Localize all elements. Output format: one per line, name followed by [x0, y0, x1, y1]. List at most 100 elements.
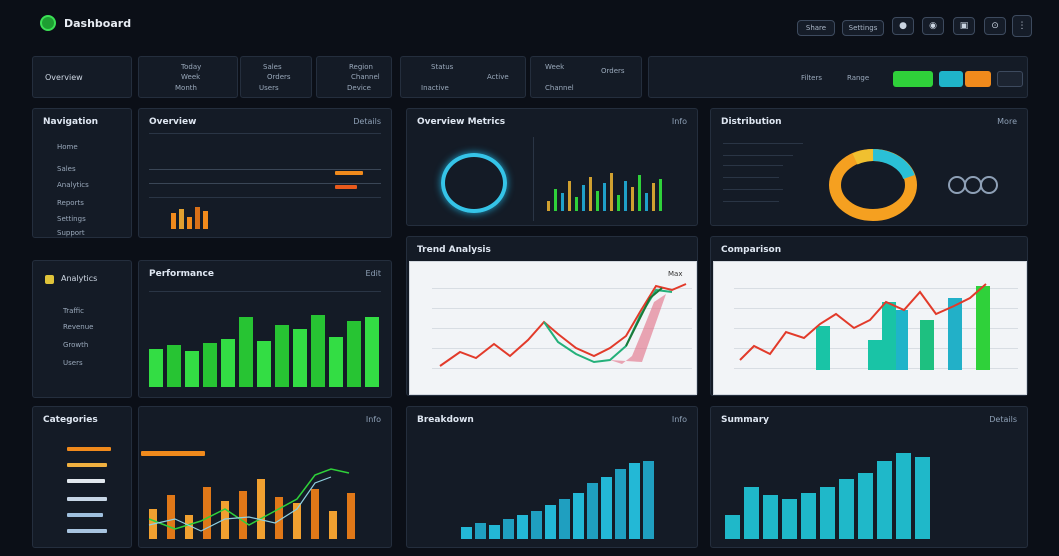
filters-label: Filters — [801, 74, 822, 82]
breakdown-header-bar — [141, 451, 205, 456]
metrics-bar — [589, 177, 592, 211]
summary-bar — [517, 515, 528, 539]
panel-meta[interactable]: More — [997, 117, 1017, 126]
summary-chart-a — [461, 461, 654, 539]
filter-row[interactable]: Active — [487, 73, 509, 81]
panel-meta[interactable]: Info — [671, 415, 687, 424]
gridline — [432, 328, 692, 329]
alerts-chip[interactable] — [965, 71, 991, 87]
summary-panel-b: Summary Details — [710, 406, 1028, 548]
filter-row[interactable]: Today — [181, 63, 202, 71]
comparison-bar — [868, 340, 882, 370]
summary-bar — [858, 473, 873, 539]
filter-group-5[interactable]: Week Orders Channel — [530, 56, 642, 98]
filter-group-2[interactable]: Sales Orders Users — [240, 56, 312, 98]
divider — [723, 165, 783, 166]
metrics-bar — [561, 193, 564, 211]
filter-row[interactable]: Status — [431, 63, 454, 71]
summary-bar — [503, 519, 514, 539]
summary-bar — [559, 499, 570, 539]
filter-row[interactable]: Region — [349, 63, 373, 71]
sidebar-item-users[interactable]: Users — [63, 359, 83, 367]
breakdown-bar — [275, 497, 283, 539]
filter-row[interactable]: Channel — [545, 84, 574, 92]
comparison-chart — [734, 283, 1018, 370]
panel-meta[interactable]: Details — [989, 415, 1017, 424]
sidebar-item-sales[interactable]: Sales — [57, 165, 76, 173]
filter-row[interactable]: Device — [347, 84, 371, 92]
breakdown-bar — [167, 495, 175, 539]
summary-bar — [489, 525, 500, 539]
panel-meta[interactable]: Details — [353, 117, 381, 126]
filter-group-4[interactable]: Status Active Inactive — [400, 56, 526, 98]
category-bar — [67, 463, 107, 467]
categories-panel: Categories — [32, 406, 132, 548]
comparison-bar — [948, 298, 962, 370]
settings-button[interactable]: Settings — [842, 20, 884, 36]
filter-row[interactable]: Month — [175, 84, 197, 92]
gridline — [734, 328, 1018, 329]
analytics-icon — [45, 275, 54, 284]
panel-title: Summary — [721, 415, 770, 425]
performance-bar — [257, 341, 271, 387]
sidebar-item-growth[interactable]: Growth — [63, 341, 89, 349]
divider — [149, 169, 381, 170]
summary-bar — [725, 515, 740, 539]
user-icon[interactable]: ◉ — [922, 17, 944, 35]
gridline — [432, 348, 692, 349]
summary-bar — [573, 493, 584, 539]
category-bar — [67, 513, 103, 517]
bell-icon[interactable]: ● — [892, 17, 914, 35]
filter-row[interactable]: Users — [259, 84, 279, 92]
filter-row[interactable]: Week — [545, 63, 565, 71]
metrics-bar — [610, 173, 613, 211]
filter-group-1[interactable]: Today Week Month — [138, 56, 238, 98]
filter-row[interactable]: Week — [181, 73, 201, 81]
metrics-bar — [638, 175, 641, 211]
divider — [533, 137, 534, 221]
filter-row[interactable]: Sales — [263, 63, 282, 71]
help-icon[interactable]: ⊙ — [984, 17, 1006, 35]
cyan-chip[interactable] — [939, 71, 963, 87]
app-logo — [40, 15, 56, 31]
grid-icon[interactable]: ▣ — [953, 17, 975, 35]
sidebar-item-settings[interactable]: Settings — [57, 215, 86, 223]
share-button[interactable]: Share — [797, 20, 835, 36]
panel-meta[interactable]: Edit — [365, 269, 382, 278]
summary-bar — [587, 483, 598, 539]
metrics-panel: Overview Metrics Info — [406, 108, 698, 226]
comparison-panel: Comparison — [710, 236, 1028, 396]
overview-bar — [335, 171, 363, 175]
sidebar-item-support[interactable]: Support — [57, 229, 85, 237]
breakdown-bar — [257, 479, 265, 539]
panel-meta[interactable]: Info — [671, 117, 687, 126]
metrics-bar — [645, 193, 648, 211]
panel-meta[interactable]: Info — [365, 415, 381, 424]
filter-row[interactable]: Inactive — [421, 84, 449, 92]
sidebar-item-traffic[interactable]: Traffic — [63, 307, 85, 315]
trend-chart-area: Max — [409, 261, 697, 395]
filter-row[interactable]: Orders — [267, 73, 291, 81]
sidebar-item-revenue[interactable]: Revenue — [63, 323, 94, 331]
filter-row[interactable]: Orders — [601, 67, 625, 75]
distribution-panel: Distribution More — [710, 108, 1028, 226]
sidebar-item-home[interactable]: Home — [57, 143, 78, 151]
metrics-bar — [547, 201, 550, 211]
breakdown-bar — [221, 501, 229, 539]
filter-group-3[interactable]: Region Channel Device — [316, 56, 392, 98]
more-chip[interactable] — [997, 71, 1023, 87]
sidebar-item-reports[interactable]: Reports — [57, 199, 84, 207]
live-toggle[interactable] — [893, 71, 933, 87]
summary-bar — [615, 469, 626, 539]
category-bar — [67, 479, 105, 483]
metrics-bar — [575, 197, 578, 211]
metrics-bar — [603, 183, 606, 211]
legend-rings — [948, 176, 998, 194]
metrics-bar — [568, 181, 571, 211]
divider — [723, 201, 779, 202]
filter-row[interactable]: Channel — [351, 73, 380, 81]
panel-title: Trend Analysis — [417, 245, 491, 255]
sidebar-item-analytics[interactable]: Analytics — [57, 181, 89, 189]
panel-title: Overview Metrics — [417, 117, 506, 127]
menu-icon[interactable]: ⋮ — [1012, 15, 1032, 37]
